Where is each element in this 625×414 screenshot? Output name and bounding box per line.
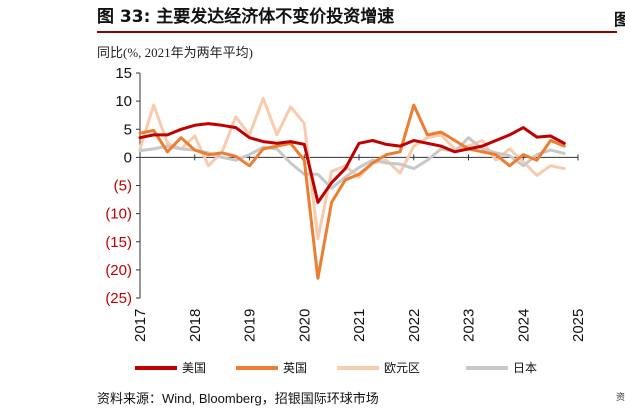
series-line-3: [138, 136, 566, 190]
series-line-1: [138, 103, 566, 280]
x-tick-label: 2017: [132, 309, 149, 342]
x-tick-label: 2023: [461, 309, 478, 342]
y-tick-label: (10): [105, 206, 132, 223]
legend-label-2: 欧元区: [384, 361, 420, 375]
x-tick-label: 2021: [351, 309, 368, 342]
series-line-2: [138, 96, 566, 241]
title-rule: [97, 31, 617, 33]
x-tick-label: 2020: [296, 309, 313, 342]
x-tick-label: 2022: [406, 309, 423, 342]
y-tick-label: 15: [115, 65, 132, 82]
x-tick-label: 2019: [242, 309, 259, 342]
legend-label-0: 美国: [182, 361, 206, 375]
next-source-mark: 资: [616, 393, 625, 403]
x-tick-label: 2024: [515, 309, 532, 342]
y-tick-label: (20): [105, 262, 132, 279]
legend-label-1: 英国: [283, 361, 307, 375]
x-ticks: 2017 2018 2019 2020 2021 2022 2023 2024 2025: [132, 154, 587, 342]
x-tick-label: 2018: [187, 309, 204, 342]
series-line-0: [138, 122, 566, 204]
figure-title: 图 33: 主要发达经济体不变价投资增速: [97, 7, 395, 27]
y-tick-label: 10: [115, 93, 132, 110]
y-tick-label: 0: [124, 149, 132, 166]
y-tick-label: (15): [105, 234, 132, 251]
next-figure-mark: 图: [614, 10, 625, 29]
y-axis-label: 同比(%, 2021年为两年平均): [97, 45, 253, 60]
legend-label-3: 日本: [513, 361, 537, 375]
legend: 美国 英国 欧元区 日本: [135, 361, 537, 375]
series-lines: [138, 96, 566, 280]
y-tick-label: (25): [105, 290, 132, 307]
x-tick-label: 2025: [570, 309, 587, 342]
y-tick-label: (5): [114, 178, 132, 195]
y-tick-label: 5: [124, 121, 132, 138]
y-ticks: 15 10 5 0 (5) (10) (15) (20) (25): [105, 65, 140, 307]
source-note: 资料来源：Wind, Bloomberg，招银国际环球市场: [97, 391, 379, 406]
